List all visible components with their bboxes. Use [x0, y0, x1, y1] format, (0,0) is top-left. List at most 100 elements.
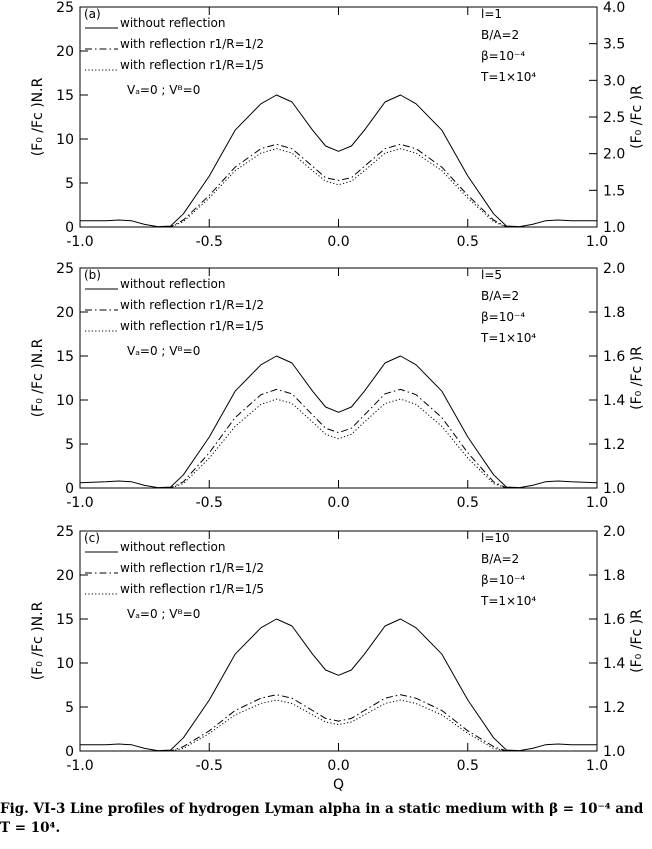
y-tick-label: 25 — [56, 524, 74, 540]
y2-axis-label: (F₀ /Fᴄ )R — [629, 85, 645, 149]
x-tick-label: -0.5 — [196, 758, 223, 774]
x-tick-label: 1.0 — [586, 234, 608, 250]
legend-label: without reflection — [120, 16, 226, 30]
velocity-note: Vₐ=0 ; Vᴮ=0 — [127, 344, 200, 358]
y-tick-label: 0 — [65, 744, 74, 760]
y2-tick-label: 1.6 — [603, 612, 625, 628]
param-label: l=5 — [481, 268, 502, 282]
y-tick-label: 15 — [56, 612, 74, 628]
series-line-solid — [80, 94, 597, 228]
y-axis-label: (F₀ /Fᴄ )N.R — [30, 77, 46, 156]
param-label: β=10⁻⁴ — [481, 310, 525, 324]
x-tick-label: -1.0 — [66, 495, 93, 511]
x-tick-label: 1.0 — [586, 758, 608, 774]
y-tick-label: 0 — [65, 220, 74, 236]
y2-tick-label: 2.0 — [603, 261, 625, 277]
y2-tick-label: 3.0 — [603, 73, 625, 89]
param-label: B/A=2 — [481, 289, 519, 303]
y2-tick-label: 4.0 — [603, 0, 625, 16]
y2-tick-label: 1.8 — [603, 305, 625, 321]
velocity-note: Vₐ=0 ; Vᴮ=0 — [127, 83, 200, 97]
y2-tick-label: 1.4 — [603, 656, 625, 672]
x-tick-label: 0.5 — [457, 234, 479, 250]
x-axis-label: Q — [333, 777, 344, 793]
y-tick-label: 10 — [56, 393, 74, 409]
chart-panel-3: -1.0 -0.5 0.0 0.5 1.0 0 5 10 15 20 25 1.0 1.2 1.4 1.6 1… — [30, 524, 645, 793]
y2-axis-label: (F₀ /Fᴄ )R — [629, 609, 645, 673]
legend-label: with reflection r1/R=1/5 — [120, 582, 264, 596]
y-tick-label: 15 — [56, 88, 74, 104]
y-tick-label: 5 — [65, 700, 74, 716]
legend-label: with reflection r1/R=1/5 — [120, 58, 264, 72]
y-tick-label: 0 — [65, 481, 74, 497]
series-line-dotted — [80, 398, 597, 489]
y2-tick-label: 1.6 — [603, 349, 625, 365]
y2-tick-label: 3.5 — [603, 37, 625, 53]
y2-tick-label: 1.2 — [603, 700, 625, 716]
chart-panel-1: -1.0 -0.5 0.0 0.5 1.0 0 5 10 15 20 25 1.0 1.5 2.0 2.5 3… — [30, 0, 645, 250]
x-tick-label: 1.0 — [586, 495, 608, 511]
series-line-dotted — [80, 699, 597, 752]
legend-label: with reflection r1/R=1/5 — [120, 319, 264, 333]
param-label: B/A=2 — [481, 28, 519, 42]
x-tick-label: 0.0 — [327, 758, 349, 774]
x-tick-label: -1.0 — [66, 234, 93, 250]
legend-label: without reflection — [120, 277, 226, 291]
y2-tick-label: 2.0 — [603, 147, 625, 163]
y-tick-label: 20 — [56, 305, 74, 321]
param-label: T=1×10⁴ — [480, 331, 536, 345]
y-tick-label: 25 — [56, 0, 74, 16]
y2-tick-label: 1.0 — [603, 481, 625, 497]
x-tick-label: 0.5 — [457, 495, 479, 511]
legend-label: with reflection r1/R=1/2 — [120, 37, 264, 51]
y2-tick-label: 1.0 — [603, 744, 625, 760]
legend-label: with reflection r1/R=1/2 — [120, 561, 264, 575]
series-line-dashdot — [80, 388, 597, 489]
y2-tick-label: 1.2 — [603, 437, 625, 453]
param-label: l=10 — [481, 531, 510, 545]
x-tick-label: 0.0 — [327, 234, 349, 250]
y-axis-label: (F₀ /Fᴄ )N.R — [30, 601, 46, 680]
panel-label: (b) — [84, 268, 101, 282]
y-tick-label: 15 — [56, 349, 74, 365]
param-label: β=10⁻⁴ — [481, 49, 525, 63]
param-label: T=1×10⁴ — [480, 70, 536, 84]
param-label: B/A=2 — [481, 552, 519, 566]
y2-tick-label: 2.0 — [603, 524, 625, 540]
panel-label: (c) — [84, 531, 100, 545]
x-tick-label: -0.5 — [196, 495, 223, 511]
param-label: T=1×10⁴ — [480, 594, 536, 608]
y-tick-label: 5 — [65, 176, 74, 192]
series-line-dashdot — [80, 694, 597, 752]
panel-label: (a) — [84, 7, 101, 21]
y2-tick-label: 1.8 — [603, 568, 625, 584]
figure-caption: Fig. VI-3 Line profiles of hydrogen Lyma… — [0, 800, 652, 838]
series-line-dashdot — [80, 143, 597, 228]
legend-label: without reflection — [120, 540, 226, 554]
param-label: β=10⁻⁴ — [481, 573, 525, 587]
y2-tick-label: 2.5 — [603, 110, 625, 126]
y2-tick-label: 1.4 — [603, 393, 625, 409]
series-line-solid — [79, 355, 598, 489]
y2-axis-label: (F₀ /Fᴄ )R — [629, 346, 645, 410]
legend-label: with reflection r1/R=1/2 — [120, 298, 264, 312]
y-axis-label: (F₀ /Fᴄ )N.R — [30, 338, 46, 417]
y-tick-label: 20 — [56, 44, 74, 60]
y-tick-label: 10 — [56, 132, 74, 148]
series-line-solid — [80, 618, 597, 752]
param-label: l=1 — [481, 7, 502, 21]
velocity-note: Vₐ=0 ; Vᴮ=0 — [127, 607, 200, 621]
figure: -1.0 -0.5 0.0 0.5 1.0 0 5 10 15 20 25 1.0 1.5 2.0 2.5 3… — [30, 0, 645, 793]
series-line-dotted — [80, 148, 597, 228]
y2-tick-label: 1.5 — [603, 183, 625, 199]
y-tick-label: 5 — [65, 437, 74, 453]
x-tick-label: 0.0 — [327, 495, 349, 511]
x-tick-label: 0.5 — [457, 758, 479, 774]
x-tick-label: -1.0 — [66, 758, 93, 774]
y-tick-label: 25 — [56, 261, 74, 277]
caption-line-1: Fig. VI-3 Line profiles of hydrogen Lyma… — [0, 801, 644, 817]
caption-line-2: T = 10⁴. — [0, 820, 61, 836]
y2-tick-label: 1.0 — [603, 220, 625, 236]
x-tick-label: -0.5 — [196, 234, 223, 250]
y-tick-label: 10 — [56, 656, 74, 672]
